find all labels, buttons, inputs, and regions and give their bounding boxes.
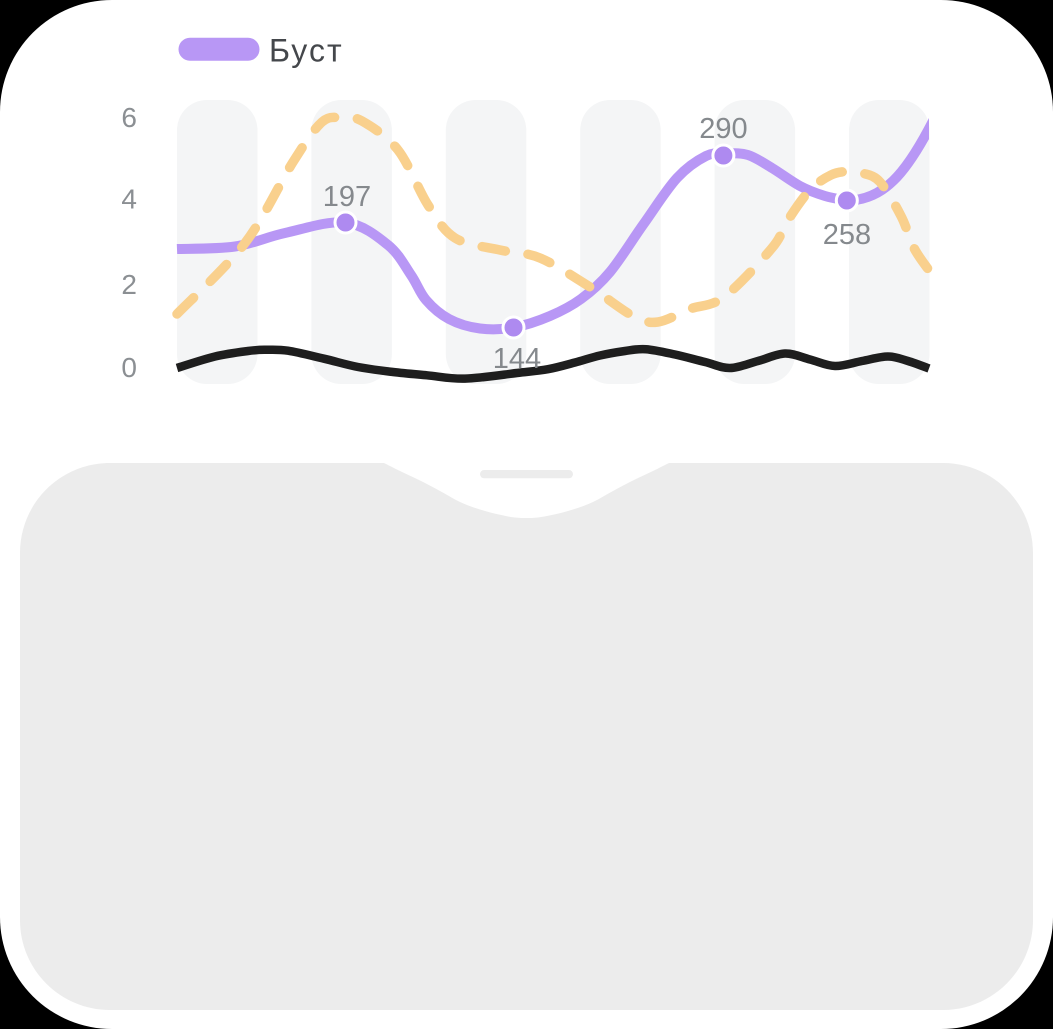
- svg-text:258: 258: [823, 219, 871, 251]
- svg-text:6: 6: [121, 102, 137, 133]
- svg-text:197: 197: [323, 181, 371, 213]
- svg-text:Буст: Буст: [269, 33, 344, 69]
- svg-text:144: 144: [493, 343, 541, 375]
- svg-text:2: 2: [121, 269, 137, 300]
- svg-text:4: 4: [121, 184, 137, 215]
- svg-text:290: 290: [699, 113, 747, 145]
- svg-text:0: 0: [121, 352, 137, 383]
